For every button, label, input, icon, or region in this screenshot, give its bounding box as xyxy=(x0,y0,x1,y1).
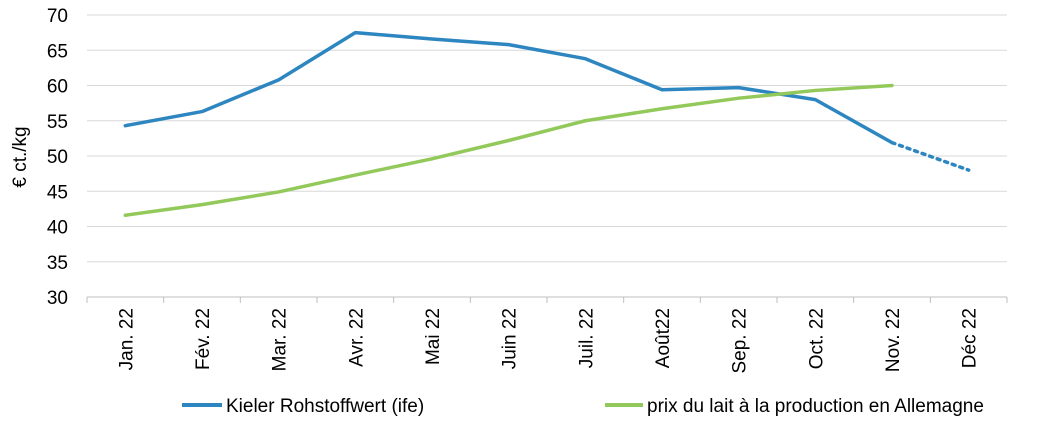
y-tick-label: 30 xyxy=(47,288,68,309)
series-line-1 xyxy=(123,30,894,145)
legend: Kieler Rohstoffwert (ife) prix du lait à … xyxy=(182,396,984,417)
x-tick-label: Avr. 22 xyxy=(346,308,367,367)
x-tick-label: Déc 22 xyxy=(960,308,981,368)
x-tick-label: Sep. 22 xyxy=(730,308,751,374)
x-tick-label: Jan. 22 xyxy=(116,308,137,370)
y-tick-label: 65 xyxy=(47,41,68,62)
y-tick-label: 55 xyxy=(47,112,68,133)
y-tick-label: 45 xyxy=(47,182,68,203)
x-tick-label: Juil. 22 xyxy=(576,308,597,368)
x-tick-label: Nov. 22 xyxy=(883,308,904,372)
x-tick-label: Juin 22 xyxy=(500,308,521,369)
gridlines xyxy=(87,14,1007,263)
y-axis-ticks: 30 35 40 45 50 55 60 65 70 xyxy=(47,6,68,309)
x-tick-label: Mar. 22 xyxy=(270,308,291,371)
y-tick-label: 60 xyxy=(47,77,68,98)
y-tick-label: 40 xyxy=(47,218,68,239)
series-lines xyxy=(123,30,971,217)
y-axis-label: € ct./kg xyxy=(10,126,31,187)
series-line-1-projection xyxy=(890,140,971,172)
legend-label: prix du lait à la production en Allemagn… xyxy=(647,396,984,417)
y-tick-label: 50 xyxy=(47,147,68,168)
x-tick-label: Mai 22 xyxy=(423,308,444,365)
series-line-2 xyxy=(123,83,894,217)
x-tick-label: Oct. 22 xyxy=(806,308,827,369)
x-tick-label: Fév. 22 xyxy=(193,308,214,370)
legend-label: Kieler Rohstoffwert (ife) xyxy=(226,396,424,417)
x-axis: Jan. 22 Fév. 22 Mar. 22 Avr. 22 Mai 22 Juin 2… xyxy=(86,296,1008,374)
y-tick-label: 70 xyxy=(47,6,68,27)
x-tick-label: Août22 xyxy=(653,308,674,368)
y-tick-label: 35 xyxy=(47,253,68,274)
